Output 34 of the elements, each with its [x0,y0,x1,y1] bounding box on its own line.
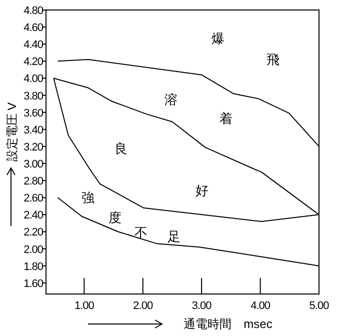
y-tick-label: 2.00 [24,244,44,256]
annotation: 良 [114,141,128,156]
x-tick-label: 5.00 [309,300,330,312]
y-tick-label: 1.60 [24,278,44,290]
y-tick-label: 1.80 [24,260,44,273]
y-tick-label: 2.60 [24,192,44,205]
x-axis-title: 通電時間 msec [184,317,272,331]
annotation: 不 [134,225,148,240]
x-tick-label: 3.00 [192,300,212,312]
y-tick-label: 2.20 [24,226,44,239]
y-tick-label: 4.60 [24,22,44,34]
annotation: 着 [220,111,232,126]
y-tick-label: 4.40 [24,39,44,52]
annotation: 溶 [164,92,178,107]
annotation: 飛 [266,52,280,67]
y-tick-label: 2.80 [24,176,44,188]
y-tick-label: 3.20 [24,141,44,154]
y-axis-title: 設定電圧 V [5,102,19,162]
y-tick-label: 4.20 [24,56,44,68]
y-tick-label: 3.60 [24,107,44,120]
x-tick-label: 4.00 [250,300,270,312]
y-tick-label: 3.00 [24,158,44,171]
x-tick-label: 1.00 [74,300,94,312]
y-tick-label: 4.80 [24,5,44,17]
y-tick-label: 3.80 [24,90,44,102]
y-tick-label: 3.40 [24,124,44,136]
annotation: 強 [82,190,94,205]
y-tick-label: 4.00 [24,73,44,86]
annotation: 度 [108,210,122,225]
x-tick-label: 2.00 [133,300,153,312]
annotation: 足 [168,229,180,244]
annotation: 好 [196,183,208,198]
y-tick-label: 2.40 [24,210,44,222]
annotation: 爆 [212,31,224,46]
